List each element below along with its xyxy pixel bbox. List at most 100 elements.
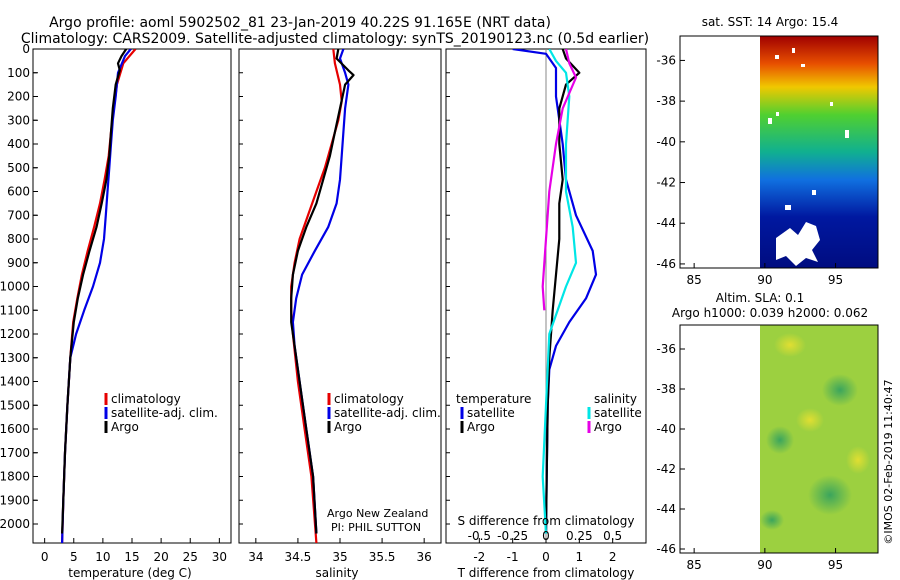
legend-label-climatology: climatology [111,392,181,406]
legend-label-temp-argo: Argo [467,420,495,434]
temperature-x-tick-label: 25 [183,550,198,564]
depth-tick-label: 1900 [0,493,30,507]
sst-lat-label: -46 [656,257,676,271]
difference-x-tick-label: 1 [576,550,584,564]
difference-series-salinity-satellite [541,49,578,534]
sla-lat-label: -38 [656,382,676,396]
salinity-legend: climatology satellite-adj. clim. Argo Ar… [327,392,441,534]
temperature-plot [61,49,137,543]
difference-x-tick-label: 0 [542,550,550,564]
s-tick-label: -0.25 [497,529,528,543]
s-tick-label: 0.25 [566,529,593,543]
depth-tick-label: 400 [7,137,30,151]
legend-label-sal-satellite: satellite [594,406,642,420]
sst-lon-label: 95 [828,273,843,287]
s-tick-label: -0.5 [468,529,491,543]
depth-tick-label: 900 [7,256,30,270]
depth-tick-label: 2000 [0,517,30,531]
depth-tick-label: 1500 [0,398,30,412]
sst-lat-label: -38 [656,94,676,108]
legend-label-climatology: climatology [334,392,404,406]
salinity-x-tick-label: 36 [417,550,432,564]
legend-label-argo: Argo [111,420,139,434]
depth-tick-label: 1300 [0,351,30,365]
temperature-x-axis: 0 5 10 15 20 25 30 [33,48,227,564]
sla-lat-label: -46 [656,542,676,556]
figure-title-line2: Climatology: CARS2009. Satellite-adjuste… [21,31,649,47]
depth-tick-label: 200 [7,90,30,104]
temperature-x-tick-label: 0 [41,550,49,564]
sst-map-frame [679,35,879,269]
s-difference-label: S difference from climatology [458,514,635,528]
legend-title-temperature: temperature [456,392,531,406]
depth-tick-label: 1400 [0,375,30,389]
depth-axis: 0 100 200 300 400 500 600 700 800 900 1000 1100 1200… [0,42,38,531]
sst-lat-label: -36 [656,53,676,67]
sst-lat-label: -42 [656,176,676,190]
land-mask [776,222,820,266]
temperature-legend: climatology satellite-adj. clim. Argo [104,392,218,434]
sla-blobs [760,333,870,530]
salinity-x-label: salinity [315,566,358,580]
credit-line1: Argo New Zealand [327,507,428,520]
depth-tick-label: 700 [7,208,30,222]
sla-lat-label: -36 [656,342,676,356]
credit-line2: PI: PHIL SUTTON [331,521,421,534]
salinity-x-tick-label: 35 [332,550,347,564]
depth-tick-label: 300 [7,113,30,127]
difference-x-tick-label: 2 [609,550,617,564]
depth-tick-label: 1100 [0,303,30,317]
sla-map-frame [679,324,879,554]
depth-tick-label: 1600 [0,422,30,436]
sst-lon-label: 90 [757,273,772,287]
legend-title-salinity: salinity [594,392,637,406]
salinity-x-tick-label: 34 [248,550,263,564]
sst-speckle [768,48,849,210]
legend-label-satellite: satellite-adj. clim. [334,406,441,420]
sla-lon-label: 90 [757,558,772,572]
temperature-series-argo [61,49,128,534]
depth-tick-label: 100 [7,66,30,80]
sla-map: 85 90 95 -36 -38 -40 -42 -44 -46 [656,324,879,572]
salinity-series-climatology [290,49,343,543]
sst-map-title: sat. SST: 14 Argo: 15.4 [702,15,839,29]
depth-tick-label: 1000 [0,280,30,294]
sla-lat-label: -44 [656,502,676,516]
sla-lon-label: 85 [687,558,702,572]
temperature-x-tick-label: 5 [70,550,78,564]
temperature-plot-frame [32,48,232,544]
difference-x-label: T difference from climatology [457,566,635,580]
sla-map-subtitle: Argo h1000: 0.039 h2000: 0.062 [672,306,868,320]
difference-legend: temperature satellite Argo salinity sate… [456,392,642,434]
depth-tick-label: 800 [7,232,30,246]
salinity-series-argo [290,49,355,534]
temperature-x-tick-label: 20 [153,550,168,564]
depth-tick-label: 1700 [0,446,30,460]
salinity-x-tick-label: 34.5 [285,550,312,564]
sst-map-axes: 85 90 95 -36 -38 -40 -42 -44 -46 [656,53,843,287]
salinity-series-satellite-adj-clim- [291,49,350,534]
temperature-x-label: temperature (deg C) [68,566,191,580]
s-tick-label: 0 [542,529,550,543]
sst-lat-label: -44 [656,216,676,230]
salinity-x-axis: 34 34.5 35 35.5 36 [239,48,432,564]
legend-label-argo: Argo [334,420,362,434]
difference-series-salinity-argo [541,49,578,311]
temperature-x-tick-label: 30 [212,550,227,564]
depth-tick-label: 500 [7,161,30,175]
depth-tick-label: 1800 [0,470,30,484]
difference-x-axis: -2 -1 0 1 2 -0.5 -0.25 0 0.25 0.5 [446,48,622,564]
sla-lat-label: -42 [656,462,676,476]
sla-lon-label: 95 [828,558,843,572]
legend-label-sal-argo: Argo [594,420,622,434]
difference-x-tick-label: -2 [473,550,485,564]
legend-label-temp-satellite: satellite [467,406,515,420]
salinity-plot [290,49,355,543]
sst-map: 85 90 95 -36 -38 -40 -42 -44 -46 [656,35,879,287]
footer-credit: ©IMOS 02-Feb-2019 11:40:47 [882,379,895,544]
difference-plot [512,49,598,543]
depth-tick-label: 0 [22,42,30,56]
temperature-x-tick-label: 10 [95,550,110,564]
s-tick-label: 0.5 [603,529,622,543]
depth-tick-label: 1200 [0,327,30,341]
